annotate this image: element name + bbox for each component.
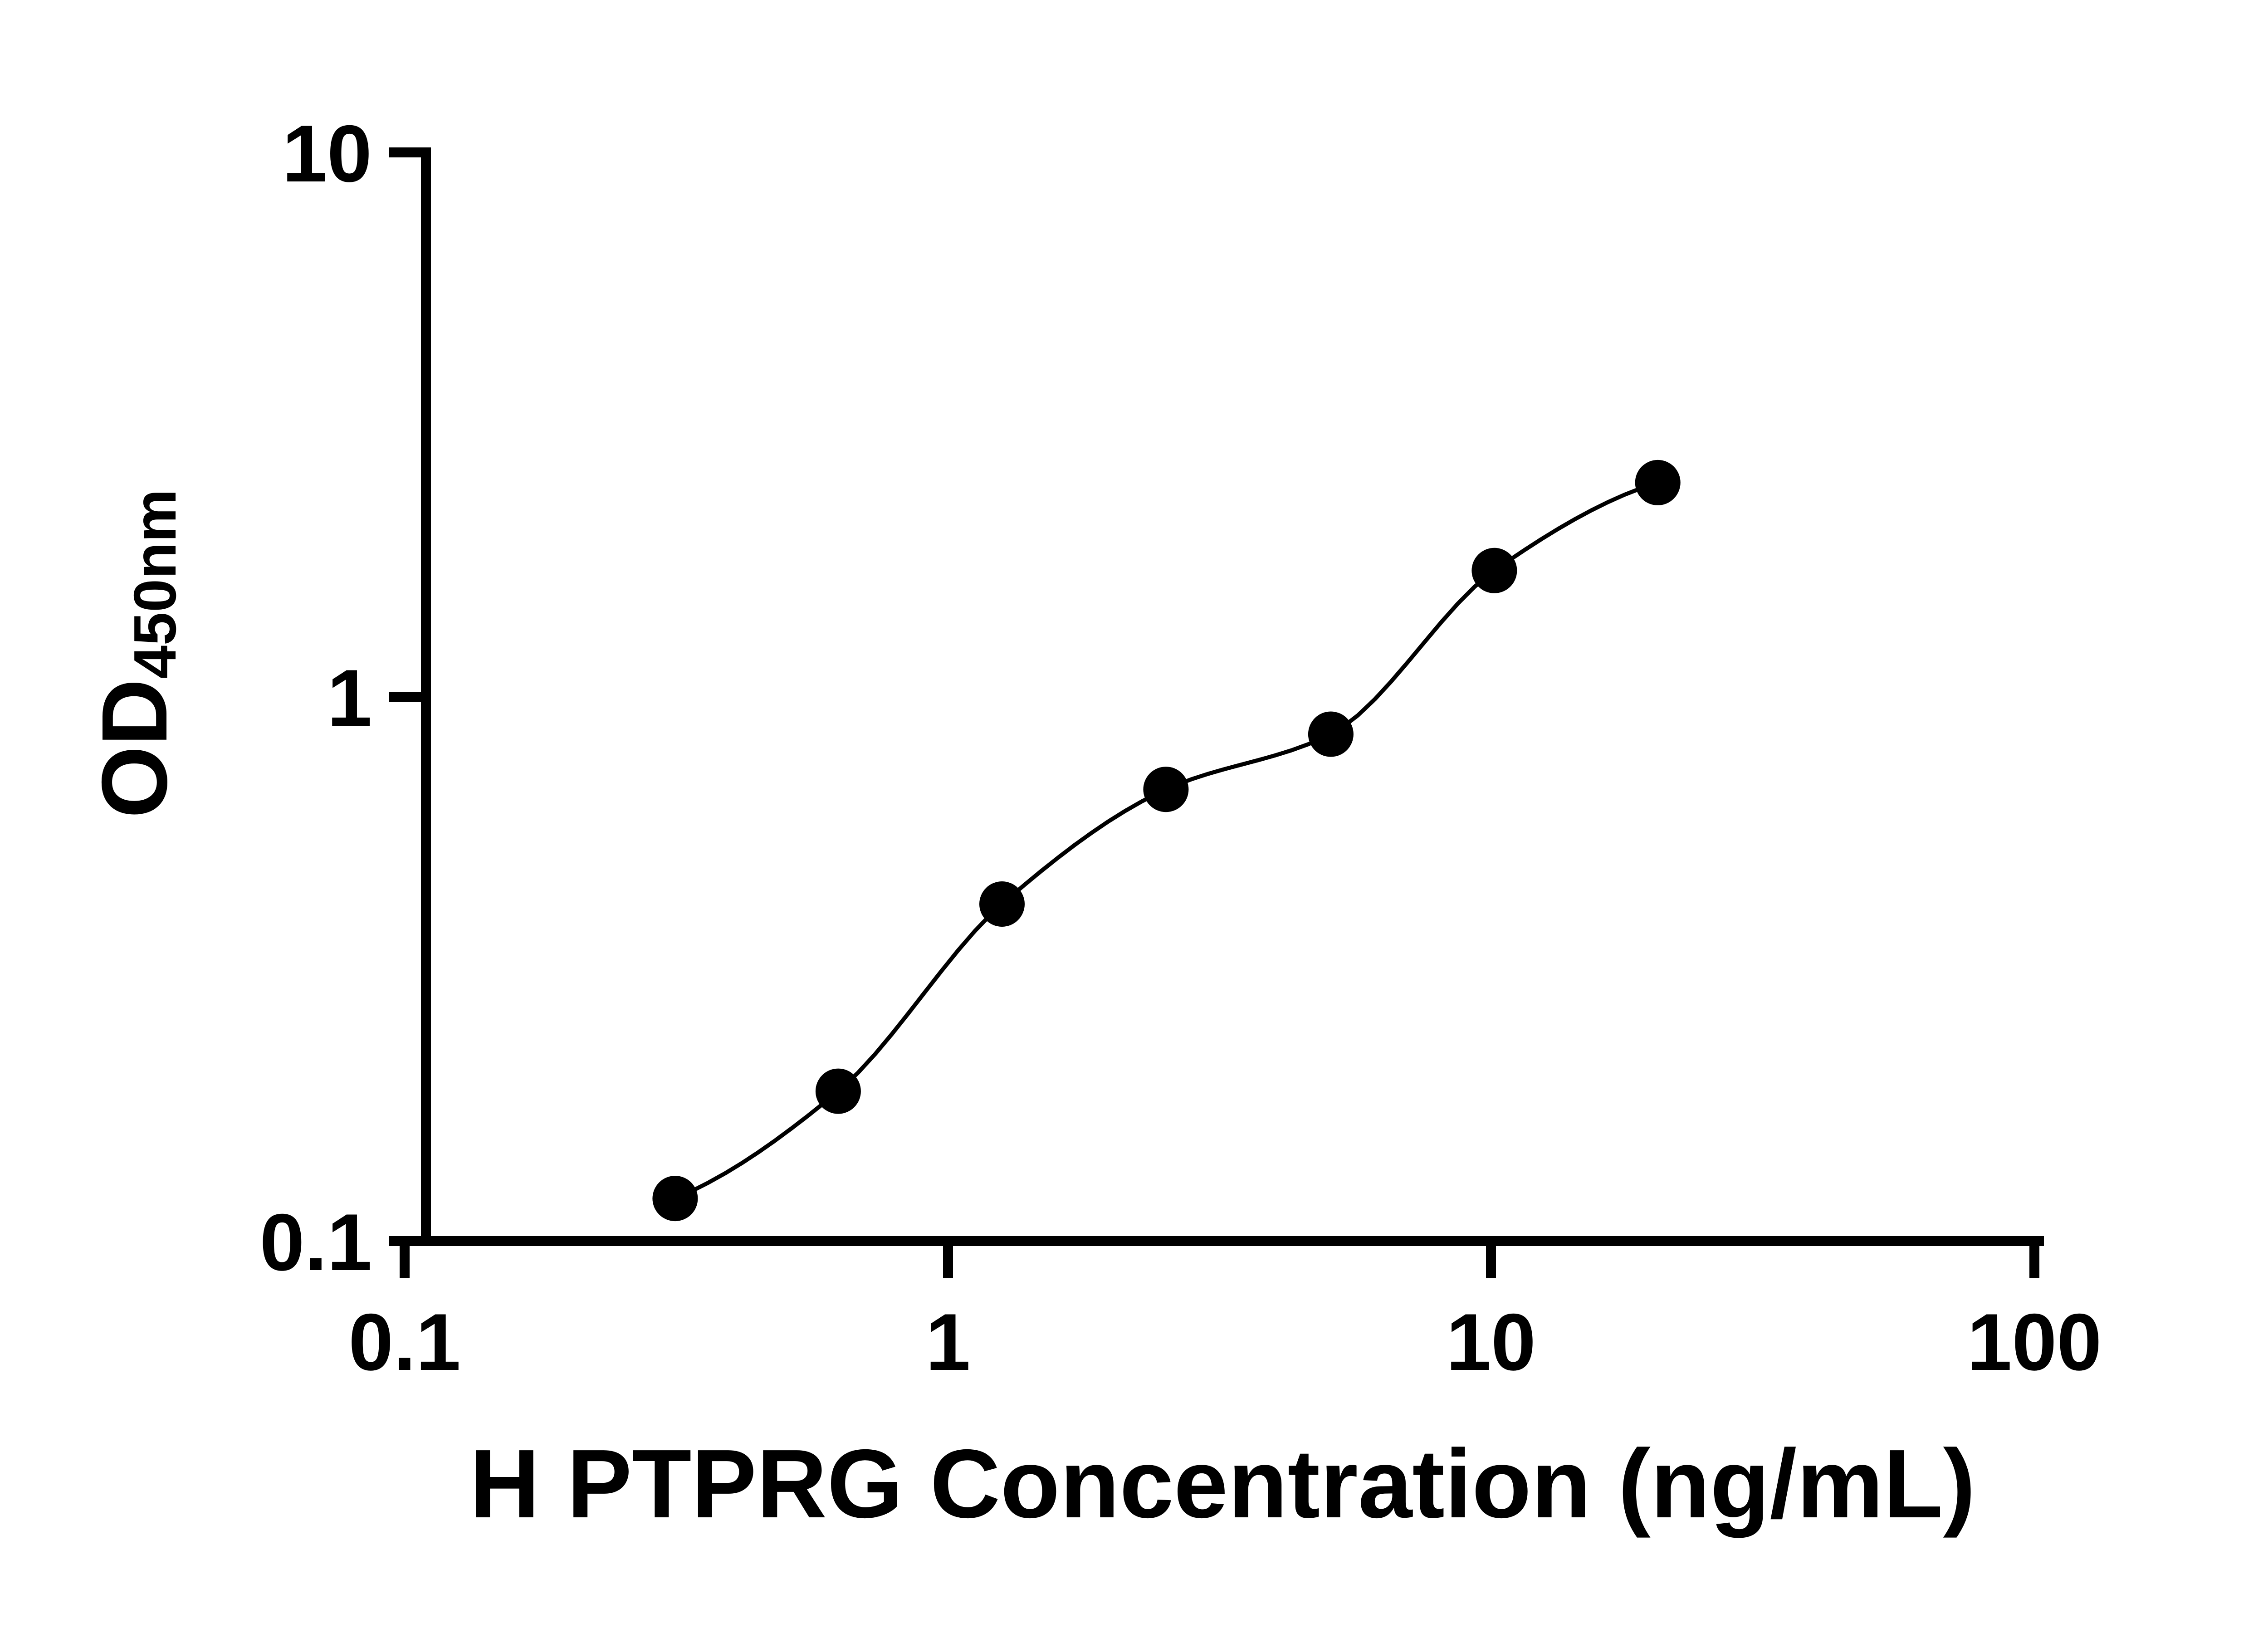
svg-text:OD450nm: OD450nm xyxy=(83,489,188,818)
svg-text:1: 1 xyxy=(327,653,372,743)
svg-text:10: 10 xyxy=(1446,1297,1536,1387)
svg-text:0.1: 0.1 xyxy=(260,1197,372,1287)
svg-text:1: 1 xyxy=(926,1297,971,1387)
svg-text:10: 10 xyxy=(282,108,372,199)
svg-text:H PTPRG Concentration (ng/mL): H PTPRG Concentration (ng/mL) xyxy=(469,1429,1975,1538)
svg-text:100: 100 xyxy=(1967,1297,2102,1387)
svg-text:0.1: 0.1 xyxy=(348,1297,460,1387)
